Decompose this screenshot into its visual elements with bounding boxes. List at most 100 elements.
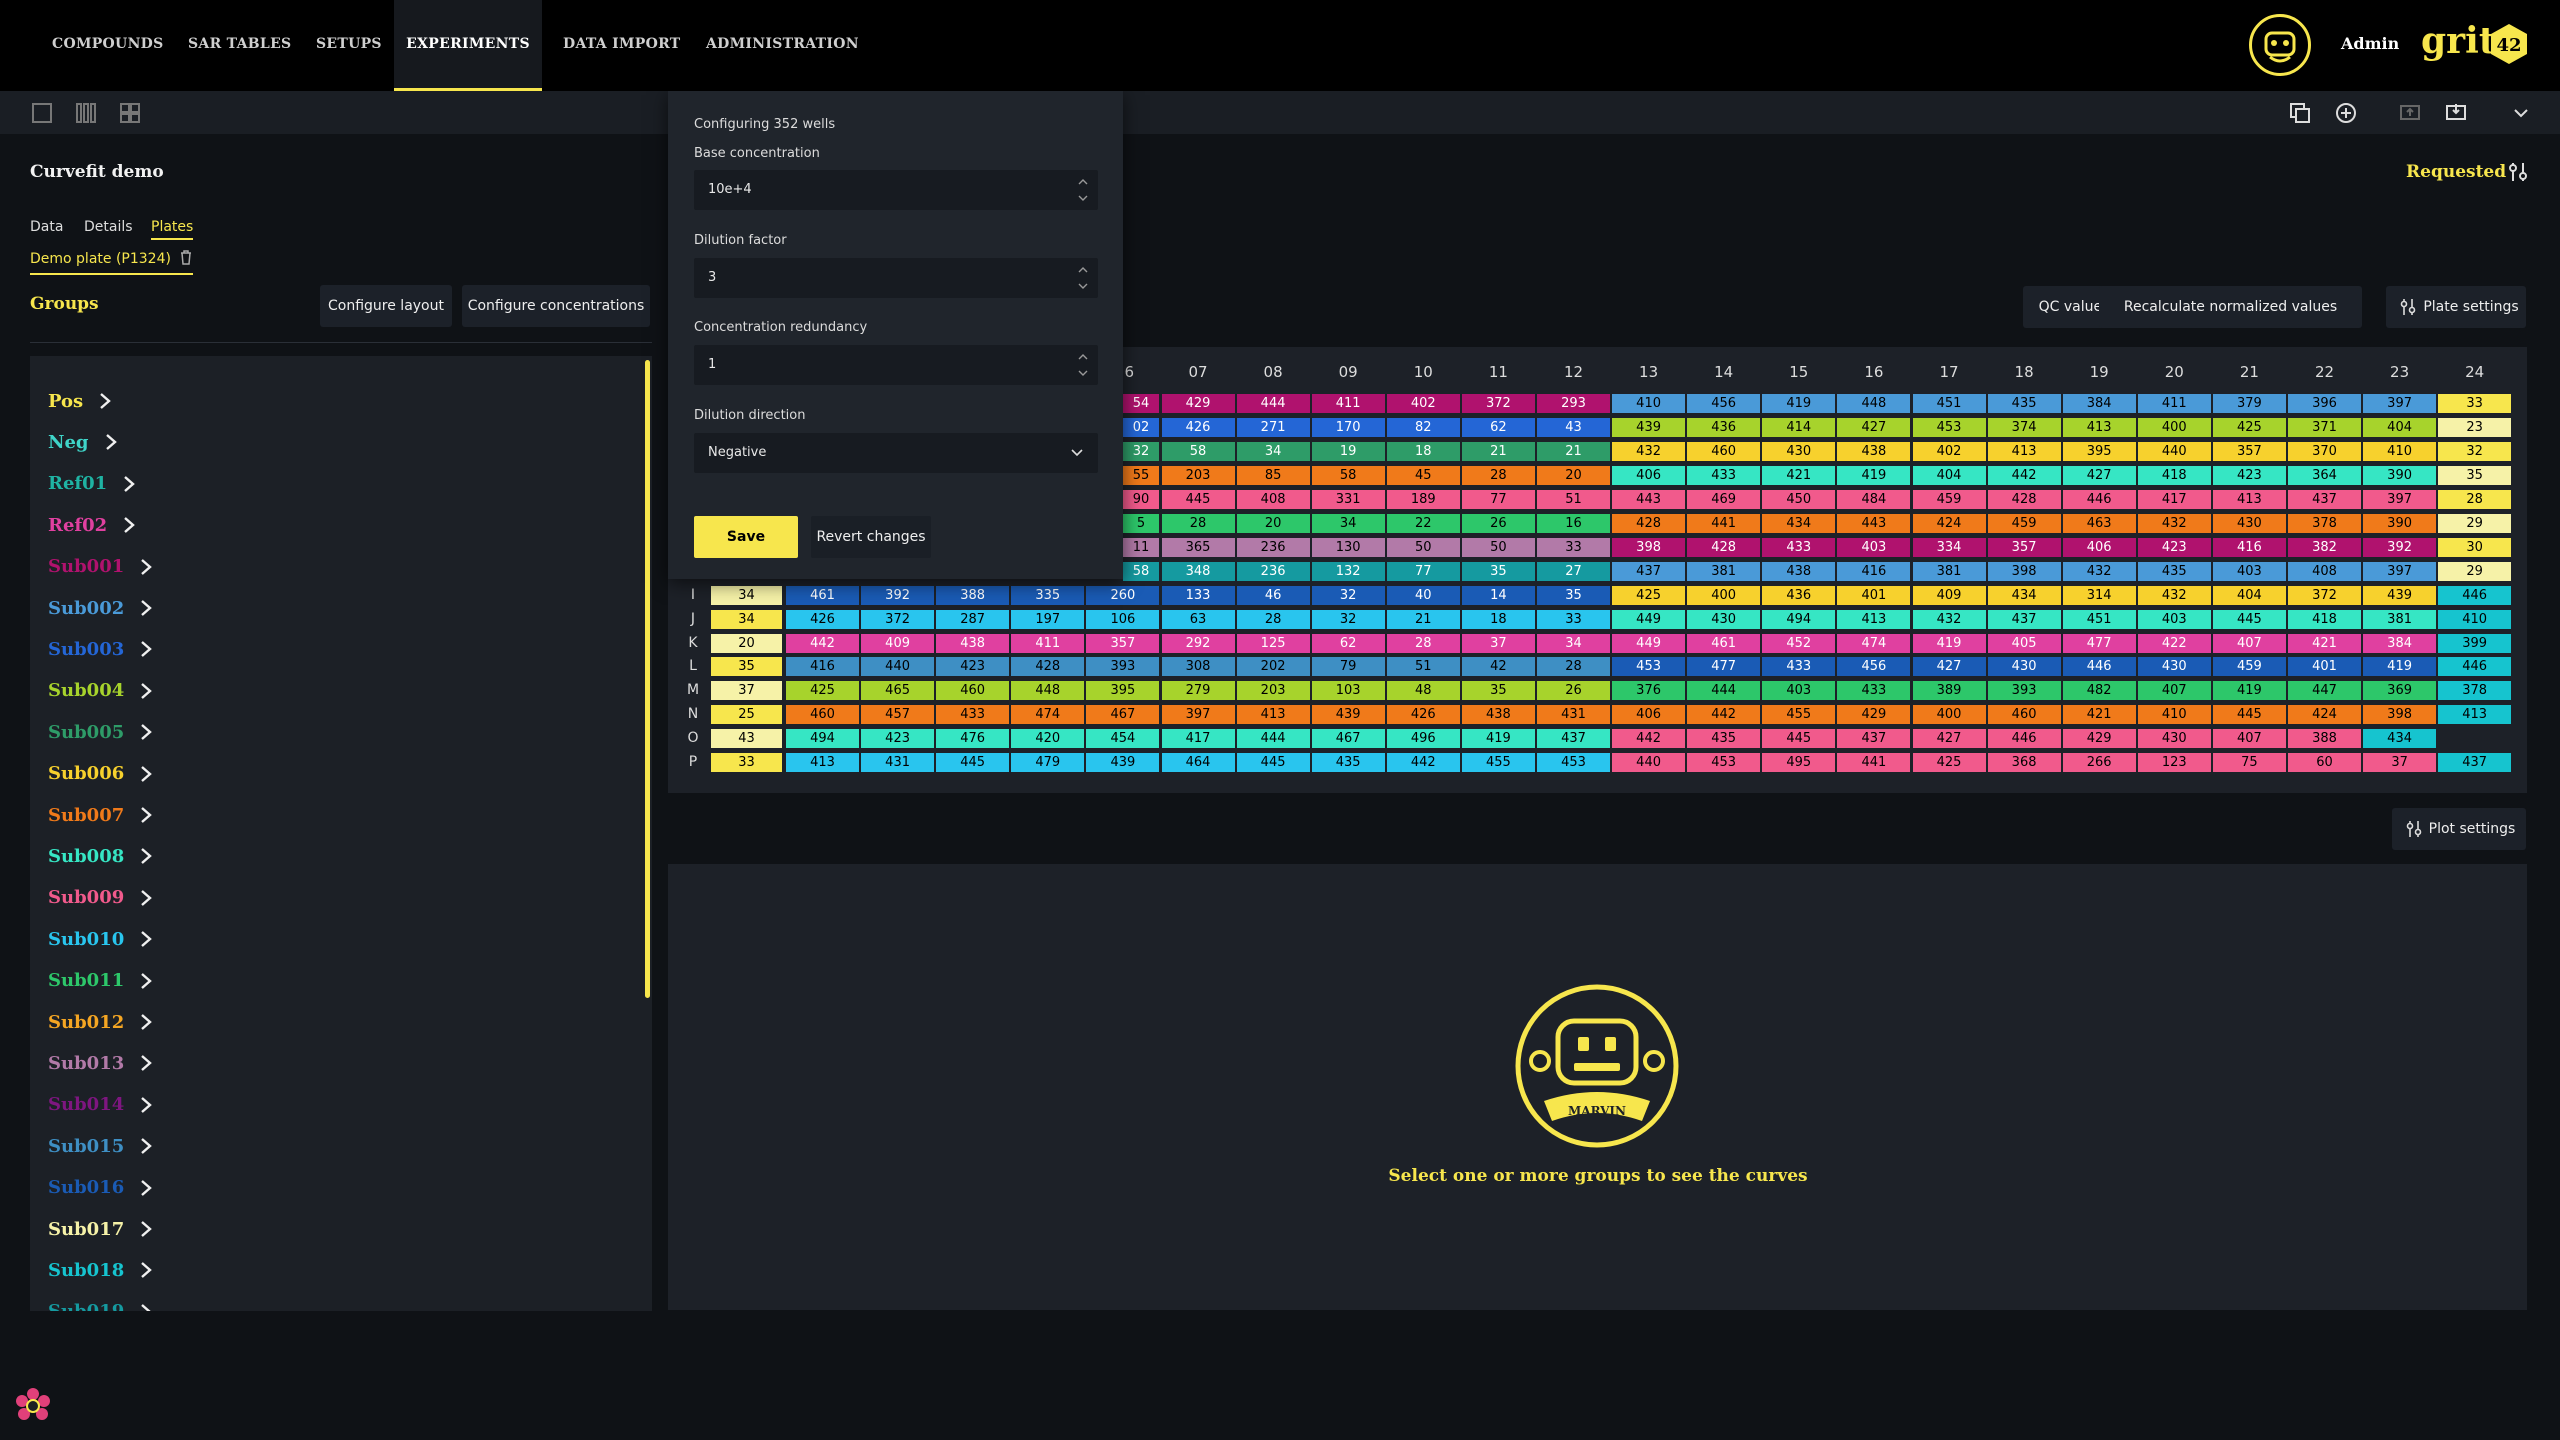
- well-cell[interactable]: 85: [1236, 465, 1310, 485]
- chevron-right-icon[interactable]: [138, 1260, 154, 1280]
- well-cell[interactable]: 32: [1311, 609, 1385, 629]
- well-cell[interactable]: 430: [1987, 657, 2061, 677]
- well-cell[interactable]: 496: [1386, 729, 1460, 749]
- well-cell[interactable]: 401: [1837, 585, 1911, 605]
- well-cell[interactable]: 395: [2062, 441, 2136, 461]
- well-cell[interactable]: 381: [2363, 609, 2437, 629]
- well-cell[interactable]: 401: [2288, 657, 2361, 677]
- well-cell[interactable]: 453: [1687, 753, 1761, 773]
- well-cell[interactable]: 28: [1161, 513, 1235, 533]
- well-cell[interactable]: 46: [1236, 585, 1310, 605]
- well-cell[interactable]: 429: [1161, 394, 1235, 413]
- well-cell[interactable]: 411: [2137, 394, 2211, 413]
- well-cell[interactable]: 398: [2363, 705, 2437, 725]
- well-cell[interactable]: 435: [1687, 729, 1761, 749]
- well-cell[interactable]: 28: [1461, 465, 1535, 485]
- well-cell[interactable]: 413: [2212, 489, 2286, 509]
- well-cell[interactable]: 425: [786, 681, 859, 701]
- well-cell[interactable]: 20: [1537, 465, 1610, 485]
- well-cell[interactable]: 51: [1386, 657, 1460, 677]
- well-cell[interactable]: 484: [1837, 489, 1911, 509]
- chevron-right-icon[interactable]: [138, 722, 154, 742]
- well-cell[interactable]: 132: [1311, 561, 1385, 581]
- well-cell[interactable]: 414: [1762, 417, 1836, 437]
- well-cell[interactable]: 453: [1537, 753, 1610, 773]
- plot-settings-button[interactable]: Plot settings: [2392, 808, 2526, 850]
- well-cell[interactable]: 421: [2062, 705, 2136, 725]
- well-cell[interactable]: 384: [2062, 394, 2136, 413]
- well-cell[interactable]: 435: [1987, 394, 2061, 413]
- well-cell[interactable]: 396: [2288, 394, 2361, 413]
- well-cell[interactable]: 35: [711, 657, 782, 677]
- group-item[interactable]: Sub004: [48, 678, 154, 704]
- well-cell[interactable]: 26: [1537, 681, 1610, 701]
- well-cell[interactable]: 381: [1912, 561, 1986, 581]
- well-cell[interactable]: 422: [2137, 633, 2211, 653]
- well-cell[interactable]: 381: [1687, 561, 1761, 581]
- well-cell[interactable]: 446: [1987, 729, 2061, 749]
- well-cell[interactable]: 474: [1837, 633, 1911, 653]
- well-cell[interactable]: 428: [1987, 489, 2061, 509]
- well-cell[interactable]: 437: [1612, 561, 1686, 581]
- well-cell[interactable]: 421: [2288, 633, 2361, 653]
- well-cell[interactable]: 459: [1912, 489, 1986, 509]
- well-cell[interactable]: 425: [1612, 585, 1686, 605]
- plate-settings-button[interactable]: Plate settings: [2386, 286, 2526, 328]
- well-cell[interactable]: 438: [936, 633, 1010, 653]
- well-cell[interactable]: 18: [1386, 441, 1460, 461]
- well-cell[interactable]: 421: [1762, 465, 1836, 485]
- well-cell[interactable]: 21: [1461, 441, 1535, 461]
- well-cell[interactable]: 433: [1762, 537, 1836, 557]
- well-cell[interactable]: 34: [711, 585, 782, 605]
- well-cell[interactable]: 452: [1762, 633, 1836, 653]
- nav-data-import[interactable]: DATA IMPORT: [563, 36, 681, 52]
- well-cell[interactable]: 460: [936, 681, 1010, 701]
- well-cell[interactable]: 445: [2212, 609, 2286, 629]
- well-cell[interactable]: 430: [1762, 441, 1836, 461]
- chevron-right-icon[interactable]: [138, 805, 154, 825]
- well-cell[interactable]: 365: [1161, 537, 1235, 557]
- well-cell[interactable]: 410: [2137, 705, 2211, 725]
- well-cell[interactable]: 384: [2363, 633, 2437, 653]
- well-cell[interactable]: 55: [1123, 465, 1159, 485]
- well-cell[interactable]: 432: [2137, 585, 2211, 605]
- well-cell[interactable]: 407: [2212, 729, 2286, 749]
- well-cell[interactable]: 45: [1386, 465, 1460, 485]
- well-cell[interactable]: 130: [1311, 537, 1385, 557]
- well-cell[interactable]: 494: [786, 729, 859, 749]
- well-cell[interactable]: 20: [711, 633, 782, 653]
- well-cell[interactable]: 58: [1311, 465, 1385, 485]
- well-cell[interactable]: 419: [2212, 681, 2286, 701]
- well-cell[interactable]: 446: [2062, 657, 2136, 677]
- well-cell[interactable]: 432: [2062, 561, 2136, 581]
- well-cell[interactable]: 19: [1311, 441, 1385, 461]
- well-cell[interactable]: 455: [1461, 753, 1535, 773]
- well-cell[interactable]: 447: [2288, 681, 2361, 701]
- well-cell[interactable]: 413: [1236, 705, 1310, 725]
- well-cell[interactable]: 433: [1762, 657, 1836, 677]
- well-cell[interactable]: 477: [2062, 633, 2136, 653]
- well-cell[interactable]: 21: [1537, 441, 1610, 461]
- chevron-right-icon[interactable]: [138, 557, 154, 577]
- well-cell[interactable]: 449: [1612, 633, 1686, 653]
- well-cell[interactable]: 440: [2137, 441, 2211, 461]
- group-item[interactable]: Ref02: [48, 512, 137, 538]
- well-cell[interactable]: 427: [1912, 657, 1986, 677]
- well-cell[interactable]: 425: [1912, 753, 1986, 773]
- well-cell[interactable]: 33: [711, 753, 782, 773]
- well-cell[interactable]: 378: [2438, 681, 2512, 701]
- well-cell[interactable]: 444: [1236, 729, 1310, 749]
- group-item[interactable]: Sub007: [48, 802, 154, 828]
- base-concentration-input[interactable]: 10e+4: [694, 170, 1098, 210]
- group-item[interactable]: Sub003: [48, 636, 154, 662]
- dilution-factor-input[interactable]: 3: [694, 258, 1098, 298]
- well-cell[interactable]: 495: [1762, 753, 1836, 773]
- well-cell[interactable]: 454: [1086, 729, 1160, 749]
- well-cell[interactable]: 439: [2363, 585, 2437, 605]
- well-cell[interactable]: 106: [1086, 609, 1160, 629]
- well-cell[interactable]: 35: [1461, 681, 1535, 701]
- well-cell[interactable]: 426: [786, 609, 859, 629]
- well-cell[interactable]: 428: [1687, 537, 1761, 557]
- well-cell[interactable]: 424: [1912, 513, 1986, 533]
- well-cell[interactable]: 423: [2137, 537, 2211, 557]
